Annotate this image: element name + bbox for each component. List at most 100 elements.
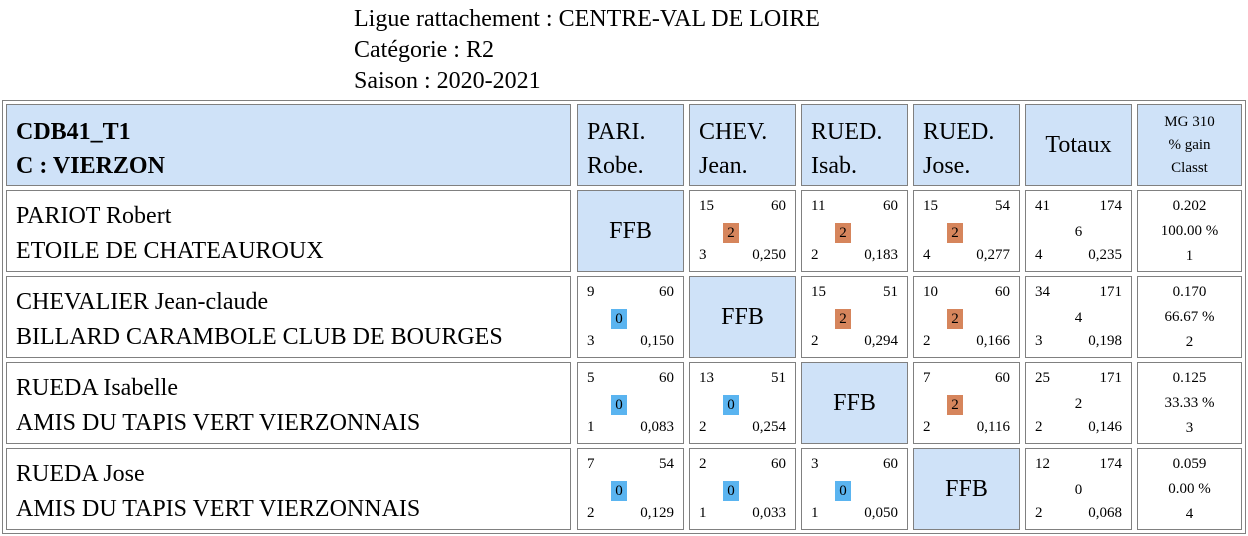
opponent-first-1: Robe. bbox=[587, 153, 644, 179]
match-innings: 3 bbox=[699, 247, 707, 263]
total-distance: 171 bbox=[1099, 370, 1123, 386]
opponent-abbr-4: RUED. bbox=[923, 119, 995, 145]
opponent-header-1: PARI. Robe. bbox=[577, 104, 684, 186]
match-points: 11 bbox=[811, 198, 826, 214]
mg-cell: 0.125 33.33 % 3 bbox=[1137, 362, 1242, 444]
total-distance: 174 bbox=[1099, 198, 1123, 214]
gain-value: 33.33 % bbox=[1164, 395, 1215, 411]
match-average: 0,129 bbox=[640, 505, 674, 521]
total-points: 34 bbox=[1035, 284, 1050, 300]
opponent-first-4: Jose. bbox=[923, 153, 971, 179]
match-average: 0,277 bbox=[976, 247, 1010, 263]
opponent-header-3: RUED. Isab. bbox=[801, 104, 908, 186]
player-name: RUEDA Isabelle bbox=[16, 375, 178, 401]
match-innings: 2 bbox=[811, 247, 819, 263]
totals-cell: 34 171 4 3 0,198 bbox=[1025, 276, 1132, 358]
match-average: 0,050 bbox=[864, 505, 898, 521]
opponent-first-3: Isab. bbox=[811, 153, 857, 179]
loss-badge: 0 bbox=[723, 481, 739, 501]
match-innings: 2 bbox=[811, 333, 819, 349]
win-badge: 2 bbox=[723, 223, 739, 243]
win-badge: 2 bbox=[947, 395, 963, 415]
match-innings: 1 bbox=[811, 505, 819, 521]
total-average: 0,068 bbox=[1088, 505, 1122, 521]
total-innings: 3 bbox=[1035, 333, 1043, 349]
player-cell: RUEDA Isabelle AMIS DU TAPIS VERT VIERZON… bbox=[6, 362, 571, 444]
gain-label: % gain bbox=[1168, 137, 1211, 153]
loss-badge: 0 bbox=[723, 395, 739, 415]
win-badge: 2 bbox=[947, 309, 963, 329]
player-cell: CHEVALIER Jean-claude BILLARD CARAMBOLE C… bbox=[6, 276, 571, 358]
match-cell: 2 60 0 1 0,033 bbox=[689, 448, 796, 530]
mg-cell: 0.170 66.67 % 2 bbox=[1137, 276, 1242, 358]
ligue-line: Ligue rattachement : CENTRE-VAL DE LOIRE bbox=[354, 6, 820, 32]
match-average: 0,254 bbox=[752, 419, 786, 435]
total-result: 4 bbox=[1074, 310, 1083, 326]
match-points: 3 bbox=[811, 456, 819, 472]
win-badge: 2 bbox=[947, 223, 963, 243]
opponent-abbr-3: RUED. bbox=[811, 119, 883, 145]
player-name: CHEVALIER Jean-claude bbox=[16, 289, 269, 315]
opponent-abbr-2: CHEV. bbox=[699, 119, 768, 145]
match-cell: 9 60 0 3 0,150 bbox=[577, 276, 684, 358]
match-innings: 2 bbox=[923, 333, 931, 349]
loss-badge: 0 bbox=[835, 481, 851, 501]
player-name: RUEDA Jose bbox=[16, 461, 145, 487]
win-badge: 2 bbox=[835, 223, 851, 243]
ffb-label: FFB bbox=[833, 389, 876, 416]
totals-cell: 12 174 0 2 0,068 bbox=[1025, 448, 1132, 530]
match-cell: 10 60 2 2 0,166 bbox=[913, 276, 1020, 358]
total-average: 0,235 bbox=[1088, 247, 1122, 263]
match-points: 5 bbox=[587, 370, 595, 386]
match-innings: 2 bbox=[587, 505, 595, 521]
loss-badge: 0 bbox=[611, 309, 627, 329]
page-header: Ligue rattachement : CENTRE-VAL DE LOIRE… bbox=[354, 4, 820, 97]
match-distance: 60 bbox=[771, 198, 786, 214]
classt-value: 2 bbox=[1185, 334, 1194, 350]
match-distance: 60 bbox=[659, 284, 674, 300]
self-match-cell: FFB bbox=[801, 362, 908, 444]
gain-value: 66.67 % bbox=[1164, 309, 1215, 325]
classt-value: 3 bbox=[1185, 420, 1194, 436]
totals-header: Totaux bbox=[1025, 104, 1132, 186]
total-innings: 2 bbox=[1035, 505, 1043, 521]
gain-value: 0.00 % bbox=[1168, 481, 1211, 497]
results-table: CDB41_T1 C : VIERZON PARI. Robe. CHEV. J… bbox=[2, 100, 1246, 534]
player-club: ETOILE DE CHATEAUROUX bbox=[16, 238, 324, 264]
total-result: 2 bbox=[1074, 396, 1083, 412]
match-distance: 60 bbox=[995, 284, 1010, 300]
classt-value: 4 bbox=[1185, 506, 1194, 522]
mg-cell: 0.059 0.00 % 4 bbox=[1137, 448, 1242, 530]
match-cell: 15 60 2 3 0,250 bbox=[689, 190, 796, 272]
player-club: AMIS DU TAPIS VERT VIERZONNAIS bbox=[16, 410, 421, 436]
ffb-label: FFB bbox=[609, 217, 652, 244]
gain-value: 100.00 % bbox=[1160, 223, 1219, 239]
match-average: 0,083 bbox=[640, 419, 674, 435]
match-distance: 60 bbox=[883, 198, 898, 214]
team-code: CDB41_T1 bbox=[16, 119, 131, 145]
self-match-cell: FFB bbox=[689, 276, 796, 358]
total-average: 0,198 bbox=[1088, 333, 1122, 349]
total-points: 25 bbox=[1035, 370, 1050, 386]
total-innings: 4 bbox=[1035, 247, 1043, 263]
player-name: PARIOT Robert bbox=[16, 203, 172, 229]
player-club: AMIS DU TAPIS VERT VIERZONNAIS bbox=[16, 496, 421, 522]
match-average: 0,150 bbox=[640, 333, 674, 349]
match-cell: 11 60 2 2 0,183 bbox=[801, 190, 908, 272]
ffb-label: FFB bbox=[721, 303, 764, 330]
mg-value: 0.170 bbox=[1172, 284, 1207, 300]
match-distance: 60 bbox=[883, 456, 898, 472]
total-innings: 2 bbox=[1035, 419, 1043, 435]
categorie-line: Catégorie : R2 bbox=[354, 37, 494, 63]
match-points: 10 bbox=[923, 284, 938, 300]
match-points: 7 bbox=[923, 370, 931, 386]
team-club: C : VIERZON bbox=[16, 153, 165, 179]
total-result: 0 bbox=[1074, 482, 1083, 498]
match-points: 13 bbox=[699, 370, 714, 386]
match-distance: 54 bbox=[995, 198, 1010, 214]
match-cell: 13 51 0 2 0,254 bbox=[689, 362, 796, 444]
total-distance: 174 bbox=[1099, 456, 1123, 472]
match-distance: 51 bbox=[771, 370, 786, 386]
match-average: 0,183 bbox=[864, 247, 898, 263]
match-points: 15 bbox=[923, 198, 938, 214]
